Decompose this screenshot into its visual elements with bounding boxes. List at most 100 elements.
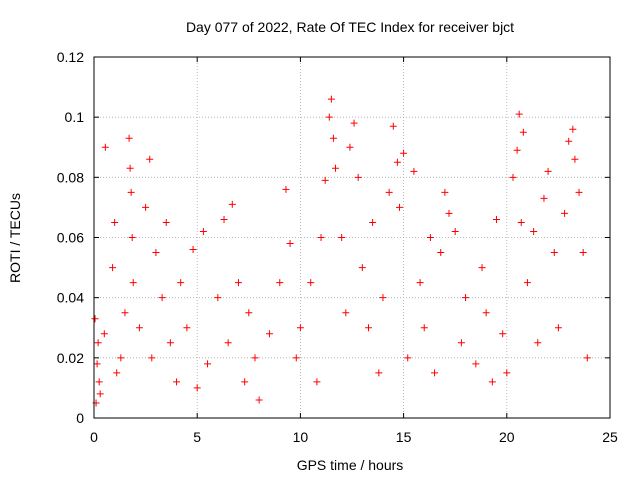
- data-point: [583, 354, 591, 362]
- data-point: [437, 249, 445, 257]
- data-point: [513, 146, 521, 154]
- data-point: [204, 360, 212, 368]
- data-point: [331, 164, 339, 172]
- data-point: [393, 158, 401, 166]
- data-point: [241, 378, 249, 386]
- data-point: [346, 143, 354, 151]
- data-point: [499, 330, 507, 338]
- data-point: [431, 369, 439, 377]
- data-point: [100, 330, 108, 338]
- data-point: [416, 279, 424, 287]
- data-point: [111, 218, 119, 226]
- data-point: [462, 294, 470, 302]
- data-point: [129, 279, 137, 287]
- data-point: [478, 264, 486, 272]
- data-point: [534, 339, 542, 347]
- data-point: [214, 294, 222, 302]
- data-point: [94, 339, 102, 347]
- x-axis-label: GPS time / hours: [297, 457, 404, 473]
- data-point: [166, 339, 174, 347]
- data-point: [488, 378, 496, 386]
- data-point: [369, 218, 377, 226]
- data-point: [569, 125, 577, 133]
- data-point: [400, 149, 408, 157]
- data-point: [189, 246, 197, 254]
- y-tick-label: 0: [76, 410, 84, 426]
- data-point: [389, 122, 397, 130]
- data-point: [379, 294, 387, 302]
- data-point: [358, 264, 366, 272]
- data-point: [95, 378, 103, 386]
- data-point: [571, 155, 579, 163]
- data-point: [544, 167, 552, 175]
- data-point: [329, 134, 337, 142]
- data-point: [296, 324, 304, 332]
- y-tick-label: 0.12: [57, 49, 84, 65]
- data-point: [523, 279, 531, 287]
- x-tick-label: 15: [396, 429, 412, 445]
- data-point: [445, 209, 453, 217]
- data-point: [93, 360, 101, 368]
- data-point: [457, 339, 465, 347]
- data-point: [121, 309, 129, 317]
- data-point: [472, 360, 480, 368]
- x-tick-label: 20: [499, 429, 515, 445]
- y-tick-label: 0.1: [65, 109, 85, 125]
- data-point: [365, 324, 373, 332]
- data-point: [565, 137, 573, 145]
- data-point: [561, 209, 569, 217]
- y-tick-label: 0.04: [57, 290, 84, 306]
- data-point: [325, 113, 333, 121]
- data-point: [354, 173, 362, 181]
- data-point: [142, 203, 150, 211]
- y-tick-label: 0.06: [57, 230, 84, 246]
- data-point: [395, 203, 403, 211]
- data-point: [286, 240, 294, 248]
- data-point: [385, 188, 393, 196]
- data-point: [575, 188, 583, 196]
- data-point: [451, 227, 459, 235]
- data-point: [313, 378, 321, 386]
- data-point: [96, 390, 104, 398]
- data-point: [420, 324, 428, 332]
- data-point: [183, 324, 191, 332]
- data-point: [410, 167, 418, 175]
- data-point: [426, 234, 434, 241]
- data-point: [519, 128, 527, 136]
- data-point: [127, 188, 135, 196]
- data-point: [199, 227, 207, 235]
- data-point: [146, 155, 154, 163]
- data-point: [251, 354, 259, 362]
- y-tick-label: 0.02: [57, 350, 84, 366]
- data-point: [101, 143, 109, 151]
- data-point: [117, 354, 125, 362]
- data-point: [135, 324, 143, 332]
- data-point: [338, 234, 346, 241]
- data-point: [554, 324, 562, 332]
- data-point: [292, 354, 300, 362]
- data-point: [193, 384, 201, 392]
- x-tick-label: 0: [90, 429, 98, 445]
- data-point: [109, 264, 117, 272]
- data-point: [540, 194, 548, 202]
- data-point: [228, 200, 236, 208]
- data-point: [342, 309, 350, 317]
- data-point: [224, 339, 232, 347]
- data-point: [158, 294, 166, 302]
- data-point: [375, 369, 383, 377]
- chart-title: Day 077 of 2022, Rate Of TEC Index for r…: [186, 19, 514, 35]
- data-point: [515, 110, 523, 118]
- tick-labels: 0 5 10 15 20 25 0 0.02 0.04 0.06 0.08 0.1 0.12: [57, 49, 618, 445]
- x-tick-label: 10: [293, 429, 309, 445]
- data-point: [579, 249, 587, 257]
- data-point: [91, 315, 99, 323]
- data-point: [152, 249, 160, 257]
- data-point: [482, 309, 490, 317]
- grid-lines: [94, 57, 610, 418]
- data-point: [220, 215, 228, 223]
- x-tick-label: 5: [193, 429, 201, 445]
- data-point: [126, 164, 134, 172]
- data-point: [128, 234, 136, 241]
- data-point: [327, 95, 335, 103]
